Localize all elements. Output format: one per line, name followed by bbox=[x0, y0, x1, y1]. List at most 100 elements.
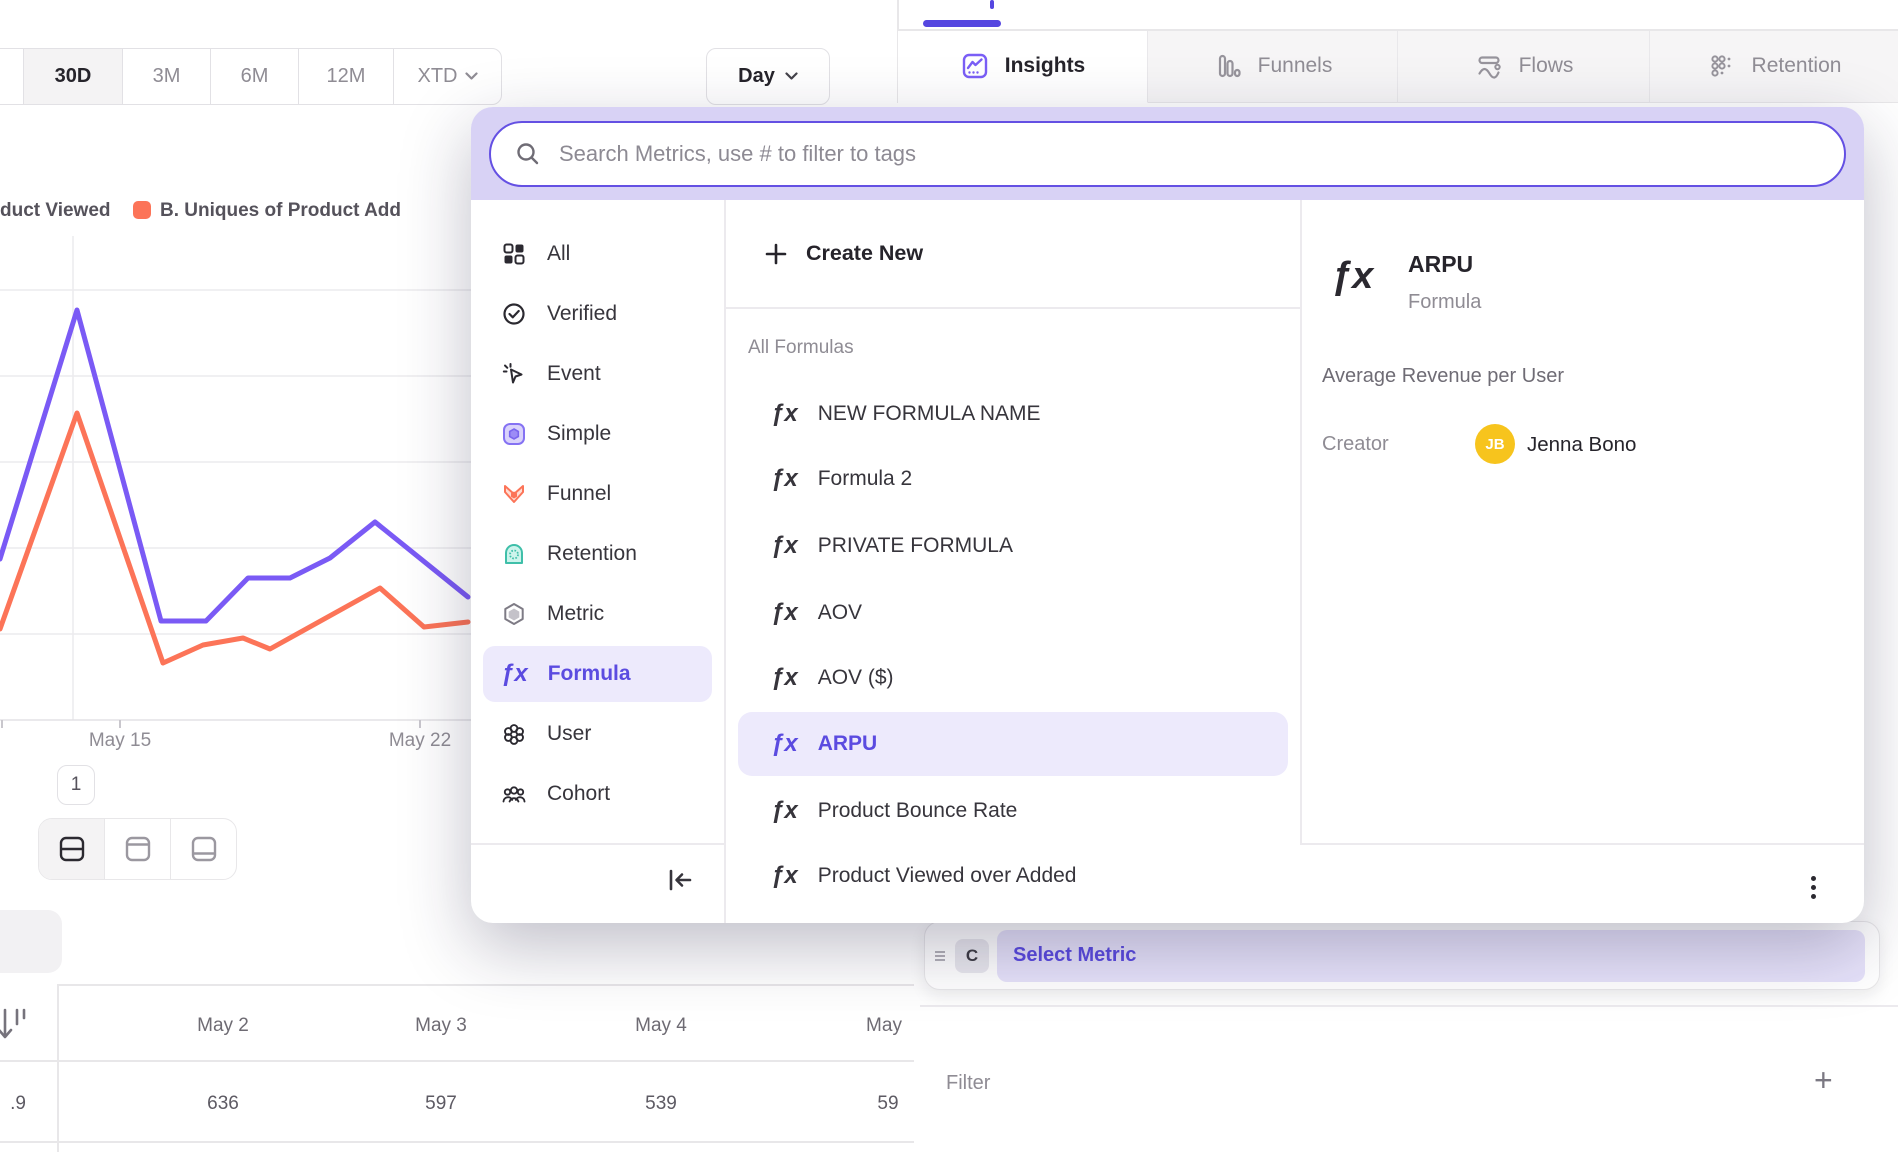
category-all[interactable]: All bbox=[471, 224, 724, 284]
formula-item-label: AOV ($) bbox=[817, 666, 894, 689]
fx-icon: ƒx bbox=[771, 730, 798, 757]
formula-item[interactable]: ƒx Product Bounce Rate bbox=[738, 779, 1288, 843]
date-range-xtd[interactable]: XTD bbox=[393, 49, 501, 104]
legend-series-b-label[interactable]: B. Uniques of Product Add bbox=[160, 200, 402, 221]
category-cohort[interactable]: Cohort bbox=[471, 764, 724, 824]
detail-fx-icon: ƒx bbox=[1331, 255, 1374, 297]
filter-section-divider bbox=[920, 1005, 1898, 1007]
category-label: Funnel bbox=[547, 482, 612, 505]
category-label: User bbox=[547, 722, 592, 745]
sort-icon[interactable] bbox=[0, 1004, 34, 1044]
fx-icon: ƒx bbox=[771, 599, 798, 626]
formula-item-label: Product Bounce Rate bbox=[817, 799, 1018, 822]
create-new-label: Create New bbox=[806, 241, 924, 265]
table-row-divider bbox=[0, 1141, 914, 1143]
table-row-label-partial: .9 bbox=[10, 1093, 26, 1114]
tab-retention[interactable]: Retention bbox=[1650, 31, 1898, 103]
layout-bottom-button[interactable] bbox=[170, 819, 236, 879]
formula-item[interactable]: ƒx NEW FORMULA NAME bbox=[738, 382, 1288, 446]
table-row-divider bbox=[0, 1060, 914, 1062]
formula-item[interactable]: ƒx Formula 2 bbox=[738, 447, 1288, 511]
category-metric[interactable]: Metric bbox=[471, 584, 724, 644]
formula-item-selected[interactable]: ƒx ARPU bbox=[738, 712, 1288, 776]
metric-search-input[interactable] bbox=[559, 141, 1820, 167]
all-grid-icon bbox=[503, 243, 525, 265]
simple-metric-icon bbox=[503, 423, 525, 445]
panel-divider bbox=[897, 0, 899, 103]
formula-item-label: PRIVATE FORMULA bbox=[817, 534, 1013, 557]
granularity-dropdown[interactable]: Day bbox=[706, 48, 830, 105]
table-cell: 59 bbox=[877, 1093, 899, 1114]
category-funnel[interactable]: Funnel bbox=[471, 464, 724, 524]
line-chart[interactable] bbox=[0, 230, 480, 730]
dot bbox=[1811, 894, 1816, 899]
date-range-partial[interactable] bbox=[0, 49, 23, 104]
search-icon bbox=[517, 143, 539, 165]
date-range-3m[interactable]: 3M bbox=[122, 49, 210, 104]
x-axis-ticks bbox=[1, 720, 421, 728]
verified-badge-icon bbox=[503, 303, 525, 325]
plus-icon bbox=[765, 243, 787, 264]
category-simple[interactable]: Simple bbox=[471, 404, 724, 464]
x-tick-label-may22: May 22 bbox=[388, 730, 452, 751]
category-label: Verified bbox=[547, 302, 618, 325]
category-retention[interactable]: Retention bbox=[471, 524, 724, 584]
chevron-down-icon bbox=[785, 72, 798, 80]
formula-item[interactable]: ƒx PRIVATE FORMULA bbox=[738, 514, 1288, 578]
fx-icon: ƒx bbox=[771, 862, 798, 889]
sidebar-footer-divider bbox=[471, 843, 724, 845]
board-tab-indicator-tick bbox=[990, 0, 994, 9]
x-tick-label-may15: May 15 bbox=[88, 730, 152, 751]
date-range-30d[interactable]: 30D bbox=[23, 49, 122, 104]
formula-item-label: ARPU bbox=[817, 732, 878, 755]
more-options-button[interactable] bbox=[1807, 872, 1820, 903]
tab-retention-label: Retention bbox=[1751, 54, 1842, 77]
table-top-border bbox=[57, 984, 914, 986]
formula-item-label: Formula 2 bbox=[817, 467, 913, 490]
select-metric-button[interactable]: Select Metric bbox=[997, 929, 1865, 982]
category-event[interactable]: Event bbox=[471, 344, 724, 404]
layout-split-icon bbox=[59, 836, 84, 862]
modal-sidebar-divider bbox=[724, 200, 726, 923]
detail-type-label: Formula bbox=[1408, 291, 1482, 313]
metric-row: C Select Metric bbox=[924, 921, 1880, 990]
table-cell: 636 bbox=[207, 1093, 239, 1114]
layout-top-icon bbox=[125, 836, 150, 862]
collapsed-tab-shape[interactable] bbox=[0, 910, 62, 973]
metric-hexagon-icon bbox=[504, 603, 524, 625]
tab-insights[interactable]: Insights bbox=[898, 30, 1148, 103]
category-user[interactable]: User bbox=[471, 704, 724, 764]
category-label: Formula bbox=[547, 662, 631, 685]
formula-item-label: Product Viewed over Added bbox=[817, 864, 1077, 887]
category-formula[interactable]: ƒx Formula bbox=[483, 646, 712, 702]
add-filter-button[interactable]: + bbox=[1814, 1062, 1833, 1098]
table-cell: 597 bbox=[425, 1093, 457, 1114]
formula-item[interactable]: ƒx AOV bbox=[738, 581, 1288, 645]
layout-split-horizontal-button[interactable] bbox=[39, 819, 104, 879]
table-header[interactable]: May 2 bbox=[197, 1015, 249, 1036]
legend-series-a-label[interactable]: duct Viewed bbox=[0, 200, 111, 221]
formula-item-label: NEW FORMULA NAME bbox=[817, 402, 1041, 425]
flows-stream-icon bbox=[1477, 56, 1501, 79]
drag-handle-icon[interactable] bbox=[933, 949, 947, 963]
layout-bottom-icon bbox=[191, 836, 216, 862]
collapse-sidebar-button[interactable] bbox=[665, 865, 695, 900]
formula-item[interactable]: ƒx Product Viewed over Added bbox=[738, 844, 1288, 908]
legend-series-b-swatch bbox=[133, 201, 151, 219]
event-cursor-icon bbox=[502, 363, 523, 384]
table-header[interactable]: May 3 bbox=[415, 1015, 467, 1036]
formulas-section-label: All Formulas bbox=[748, 337, 854, 358]
table-header[interactable]: May 4 bbox=[635, 1015, 687, 1036]
tab-flows[interactable]: Flows bbox=[1398, 30, 1650, 103]
tab-funnels[interactable]: Funnels bbox=[1148, 30, 1398, 103]
pagination-button[interactable]: 1 bbox=[57, 765, 95, 805]
table-header[interactable]: May bbox=[866, 1015, 902, 1036]
select-metric-label: Select Metric bbox=[1013, 944, 1137, 966]
date-range-6m[interactable]: 6M bbox=[210, 49, 298, 104]
layout-top-button[interactable] bbox=[104, 819, 170, 879]
date-range-12m[interactable]: 12M bbox=[298, 49, 393, 104]
create-new-button[interactable]: Create New bbox=[764, 241, 923, 266]
category-verified[interactable]: Verified bbox=[471, 284, 724, 344]
formula-item[interactable]: ƒx AOV ($) bbox=[738, 646, 1288, 710]
